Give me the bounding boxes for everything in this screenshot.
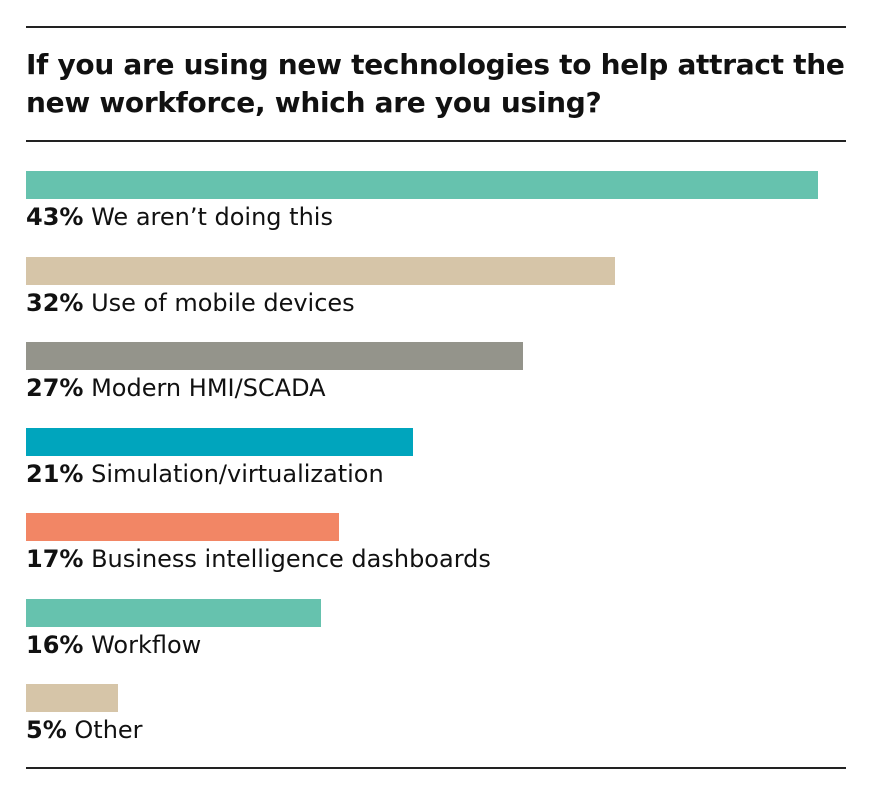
bar [26,342,524,370]
title-divider [26,140,846,142]
bar-value-label: 16% [26,630,84,659]
bar-category-label: Workflow [91,630,202,659]
bar-value-label: 27% [26,374,84,402]
bar-value-label: 5% [26,716,67,744]
bar-value-label: 17% [26,545,84,573]
bar-label: 27% Modern HMI/SCADA [26,373,326,403]
bar-category-label: We aren’t doing this [91,203,333,231]
bar-category-label: Use of mobile devices [91,288,355,317]
bar-value-label: 43% [26,203,84,231]
bar-category-label: Simulation/virtualization [91,459,384,488]
bar [26,513,340,541]
bar [26,684,119,712]
bar-label: 5% Other [26,715,143,745]
bar-label: 32% Use of mobile devices [26,288,355,318]
bar-value-label: 21% [26,459,84,488]
bar-category-label: Modern HMI/SCADA [91,374,326,402]
bar-label: 16% Workflow [26,630,201,660]
bar-label: 43% We aren’t doing this [26,202,333,232]
bar-category-label: Other [74,716,143,744]
bar-label: 17% Business intelligence dashboards [26,544,491,574]
bar [26,171,818,199]
top-rule [26,26,846,28]
chart-title: If you are using new technologies to hel… [26,48,845,119]
bar [26,427,413,456]
bar-label: 21% Simulation/virtualization [26,459,384,489]
bar [26,256,616,285]
bar-category-label: Business intelligence dashboards [91,545,491,573]
bar-value-label: 32% [26,288,84,317]
bar [26,598,321,627]
bottom-rule [26,767,846,769]
